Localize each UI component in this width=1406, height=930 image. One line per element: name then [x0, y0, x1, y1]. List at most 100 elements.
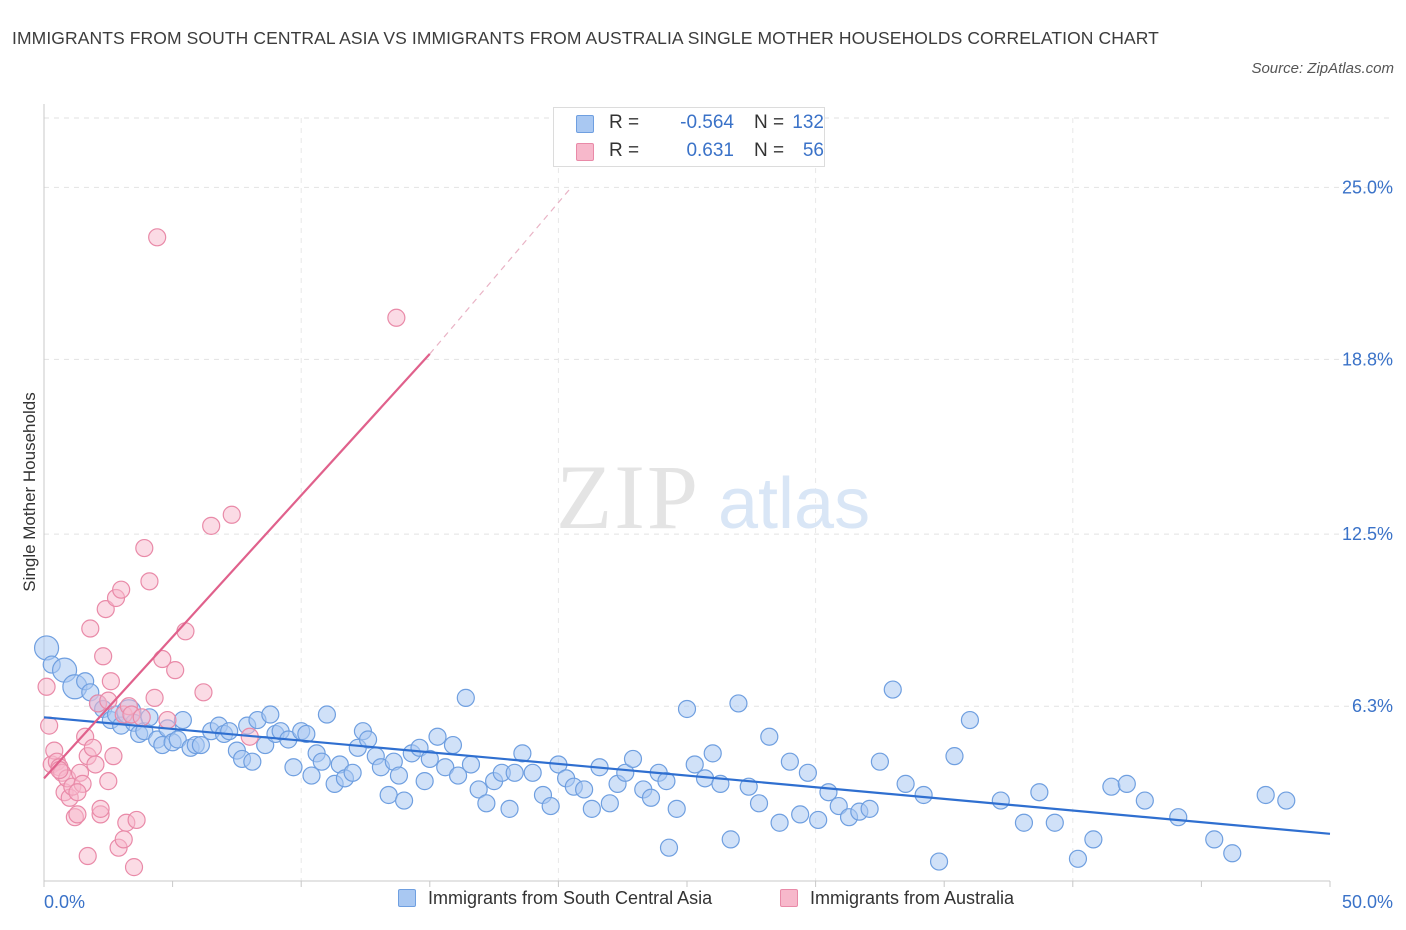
data-point-south-central-asia	[685, 755, 704, 774]
data-point-south-central-asia	[297, 724, 316, 744]
chart-title: IMMIGRANTS FROM SOUTH CENTRAL ASIA VS IM…	[12, 28, 1159, 48]
data-point-south-central-asia	[358, 730, 378, 749]
watermark-zip: ZIP	[556, 446, 700, 548]
data-point-south-central-asia	[477, 794, 496, 813]
data-point-australia	[78, 846, 97, 866]
y-tick-label: 6.3%	[1352, 696, 1393, 716]
data-point-south-central-asia	[600, 794, 619, 813]
data-point-south-central-asia	[1068, 849, 1088, 868]
watermark-atlas: atlas	[718, 464, 870, 544]
data-point-south-central-asia	[456, 688, 475, 707]
legend-r-label: R =	[609, 112, 640, 133]
correlation-legend: R = -0.564 N = 132 R = 0.631 N = 56	[553, 107, 825, 167]
data-point-south-central-asia	[809, 810, 828, 830]
data-point-south-central-asia	[541, 796, 560, 816]
data-point-south-central-asia	[469, 780, 488, 799]
data-point-australia	[96, 599, 115, 619]
legend-n-label: N =	[754, 140, 785, 161]
data-point-south-central-asia	[667, 799, 686, 818]
x-tick-label-max: 50.0%	[1342, 892, 1393, 912]
data-point-south-central-asia	[914, 785, 933, 805]
axes	[43, 104, 1331, 887]
data-point-south-central-asia	[575, 780, 594, 799]
data-point-australia	[91, 799, 110, 818]
data-point-south-central-asia	[945, 747, 964, 766]
data-point-south-central-asia	[261, 705, 280, 724]
data-point-south-central-asia	[860, 799, 879, 818]
bottom-legend-label: Immigrants from Australia	[810, 888, 1015, 908]
data-point-south-central-asia	[436, 758, 455, 777]
data-point-australia	[112, 580, 131, 599]
data-point-south-central-asia	[749, 794, 769, 813]
data-point-australia	[94, 647, 113, 666]
y-tick-label: 18.8%	[1342, 349, 1393, 369]
data-point-south-central-asia	[991, 791, 1010, 810]
data-point-south-central-asia	[500, 799, 519, 818]
data-point-south-central-asia	[394, 791, 414, 810]
data-point-australia	[40, 716, 59, 735]
data-point-australia	[101, 672, 120, 691]
data-point-south-central-asia	[703, 744, 722, 763]
data-point-south-central-asia	[770, 813, 789, 832]
data-point-south-central-asia	[623, 749, 643, 769]
data-point-south-central-asia	[420, 749, 439, 769]
data-point-south-central-asia	[1014, 813, 1034, 832]
data-point-south-central-asia	[220, 722, 239, 741]
data-point-australia	[194, 683, 213, 702]
data-point-south-central-asia	[780, 752, 799, 771]
series-south-central-asia	[33, 635, 1296, 871]
trendline-south-central-asia	[43, 716, 1331, 835]
tick-labels: 0.0% 50.0% 6.3% 12.5% 18.8% 25.0%	[44, 177, 1393, 912]
data-point-australia	[202, 516, 221, 535]
data-point-australia	[158, 710, 177, 730]
legend-n-value: 56	[802, 140, 824, 161]
data-point-south-central-asia	[317, 705, 337, 724]
data-point-australia	[104, 747, 123, 766]
data-point-south-central-asia	[1045, 813, 1064, 832]
data-point-south-central-asia	[1223, 844, 1242, 863]
y-tick-label: 12.5%	[1342, 524, 1393, 544]
data-point-south-central-asia	[1084, 830, 1103, 849]
data-point-south-central-asia	[312, 752, 331, 771]
data-point-south-central-asia	[505, 763, 524, 782]
data-point-south-central-asia	[168, 730, 187, 749]
data-point-australia	[132, 708, 151, 727]
data-point-south-central-asia	[1256, 785, 1275, 805]
data-point-south-central-asia	[389, 766, 409, 785]
data-point-south-central-asia	[929, 852, 949, 871]
data-point-south-central-asia	[302, 766, 321, 785]
data-point-australia	[68, 805, 87, 824]
data-point-south-central-asia	[513, 744, 532, 763]
data-point-australia	[114, 830, 133, 849]
data-point-south-central-asia	[191, 735, 210, 755]
data-point-south-central-asia	[960, 710, 980, 730]
data-point-australia	[166, 661, 185, 680]
source-label: Source: ZipAtlas.com	[1251, 60, 1394, 77]
data-point-australia	[148, 228, 167, 247]
data-point-south-central-asia	[829, 796, 848, 816]
data-point-australia	[127, 810, 146, 830]
data-point-south-central-asia	[798, 763, 817, 782]
data-point-australia	[99, 772, 118, 791]
legend-swatch-blue	[576, 115, 594, 133]
bottom-legend-swatch-pink	[780, 889, 798, 907]
data-point-australia	[50, 760, 69, 780]
data-point-south-central-asia	[896, 774, 915, 793]
data-point-south-central-asia	[284, 758, 303, 777]
data-point-south-central-asia	[870, 752, 890, 771]
data-point-south-central-asia	[448, 766, 468, 785]
legend-r-value: -0.564	[680, 112, 734, 133]
data-point-south-central-asia	[343, 763, 362, 782]
y-axis-label: Single Mother Households	[20, 392, 39, 592]
data-point-australia	[387, 308, 406, 327]
data-point-australia	[176, 622, 195, 641]
data-point-australia	[86, 755, 105, 774]
data-point-australia	[145, 688, 164, 707]
data-point-south-central-asia	[1169, 808, 1188, 827]
data-point-south-central-asia	[1135, 791, 1154, 810]
trendline-australia-extension	[429, 186, 572, 355]
data-point-australia	[140, 572, 159, 591]
bottom-legend-swatch-blue	[398, 889, 416, 907]
data-point-south-central-asia	[883, 680, 902, 699]
